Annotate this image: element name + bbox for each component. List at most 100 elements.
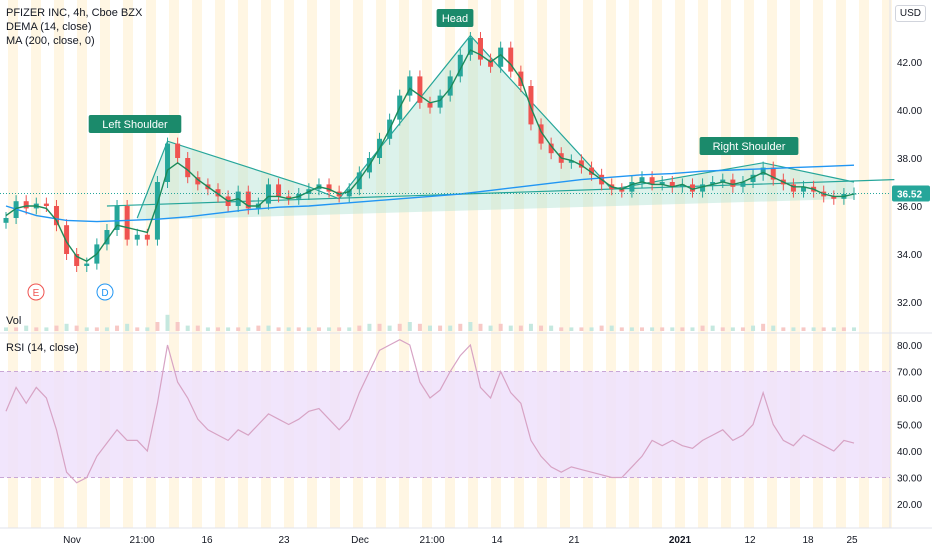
volume-bar [680, 327, 685, 331]
candle [134, 234, 140, 240]
dema-line [5, 49, 855, 263]
session-stripe [353, 0, 363, 528]
last-price-badge [892, 185, 930, 202]
event-marker-label: E [33, 288, 40, 299]
candle [720, 179, 726, 182]
candle [437, 95, 443, 108]
session-stripe [422, 0, 432, 528]
volume-bar [377, 323, 382, 331]
session-stripe [169, 0, 179, 528]
candle [568, 160, 574, 163]
volume-bar [710, 325, 715, 331]
currency-button[interactable]: USD [894, 5, 926, 22]
volume-bar [751, 325, 756, 331]
candle [801, 186, 807, 192]
candle [689, 184, 695, 192]
rsi-tick: 70.00 [897, 368, 922, 379]
candle [245, 191, 251, 209]
volume-bar [155, 322, 160, 331]
volume-bar [367, 323, 372, 331]
volume-bar [589, 327, 594, 331]
price-tick: 40.00 [897, 106, 922, 117]
candle [619, 189, 625, 192]
session-stripe [675, 0, 685, 528]
session-stripe [790, 0, 800, 528]
pattern-label-badge [436, 9, 474, 27]
candle [457, 54, 463, 77]
candle [467, 38, 473, 55]
rsi-band [0, 371, 890, 478]
candle [165, 143, 171, 182]
candle [578, 160, 584, 168]
volume-bar [185, 325, 190, 331]
event-marker [27, 283, 45, 301]
session-stripe [767, 0, 777, 528]
volume-bar [286, 327, 291, 331]
volume-bar [740, 327, 745, 331]
volume-bar [256, 325, 261, 331]
session-stripe [629, 0, 639, 528]
session-stripe [8, 0, 18, 528]
session-stripe [123, 0, 133, 528]
volume-bar [417, 323, 422, 331]
volume-bar [720, 327, 725, 331]
candle [185, 158, 191, 178]
session-stripe [583, 0, 593, 528]
session-stripe [560, 0, 570, 528]
price-tick: 34.00 [897, 250, 922, 261]
time-tick: Nov [63, 535, 81, 546]
volume-bar [831, 327, 836, 331]
candle [356, 172, 362, 190]
volume-bar [791, 327, 796, 331]
volume-bar [276, 327, 281, 331]
volume-bar [246, 327, 251, 331]
candle [124, 206, 130, 240]
session-stripe [146, 0, 156, 528]
rsi-label: RSI (14, close) [6, 342, 79, 354]
volume-bar [761, 323, 766, 331]
candle [175, 143, 181, 158]
time-tick: 2021 [669, 535, 692, 546]
time-tick: 12 [744, 535, 756, 546]
session-stripe [813, 0, 823, 528]
candle [84, 263, 90, 266]
candle [730, 179, 736, 187]
volume-bar [64, 323, 69, 331]
candle [710, 182, 716, 185]
candle [64, 225, 70, 254]
volume-bar [135, 327, 140, 331]
volume-bar [458, 323, 463, 331]
event-marker-label: D [101, 288, 108, 299]
session-stripe [468, 0, 478, 528]
volume-bar [296, 327, 301, 331]
ma-label: MA (200, close, 0) [6, 35, 95, 47]
pattern-label-badge [88, 115, 182, 133]
session-stripe [238, 0, 248, 528]
volume-bar [74, 325, 79, 331]
candle [740, 182, 746, 187]
volume-bar [387, 325, 392, 331]
volume-bar [599, 325, 604, 331]
session-stripe [307, 0, 317, 528]
pattern-label: Left Shoulder [102, 119, 168, 131]
volume-bar [690, 327, 695, 331]
candle [760, 167, 766, 175]
volume-bar [14, 327, 19, 331]
volume-bar [700, 325, 705, 331]
volume-bar [629, 327, 634, 331]
volume-bar [539, 325, 544, 331]
volume-bar [619, 327, 624, 331]
candle [589, 167, 595, 175]
rsi-tick: 80.00 [897, 341, 922, 352]
price-tick: 38.00 [897, 154, 922, 165]
time-tick: 16 [201, 535, 213, 546]
volume-bar [609, 325, 614, 331]
candle [74, 254, 80, 266]
candle [659, 182, 665, 185]
candle [276, 184, 282, 197]
volume-bar [559, 327, 564, 331]
candle [447, 76, 453, 96]
candle [43, 203, 49, 206]
session-stripe [100, 0, 110, 528]
volume-bar [821, 327, 826, 331]
